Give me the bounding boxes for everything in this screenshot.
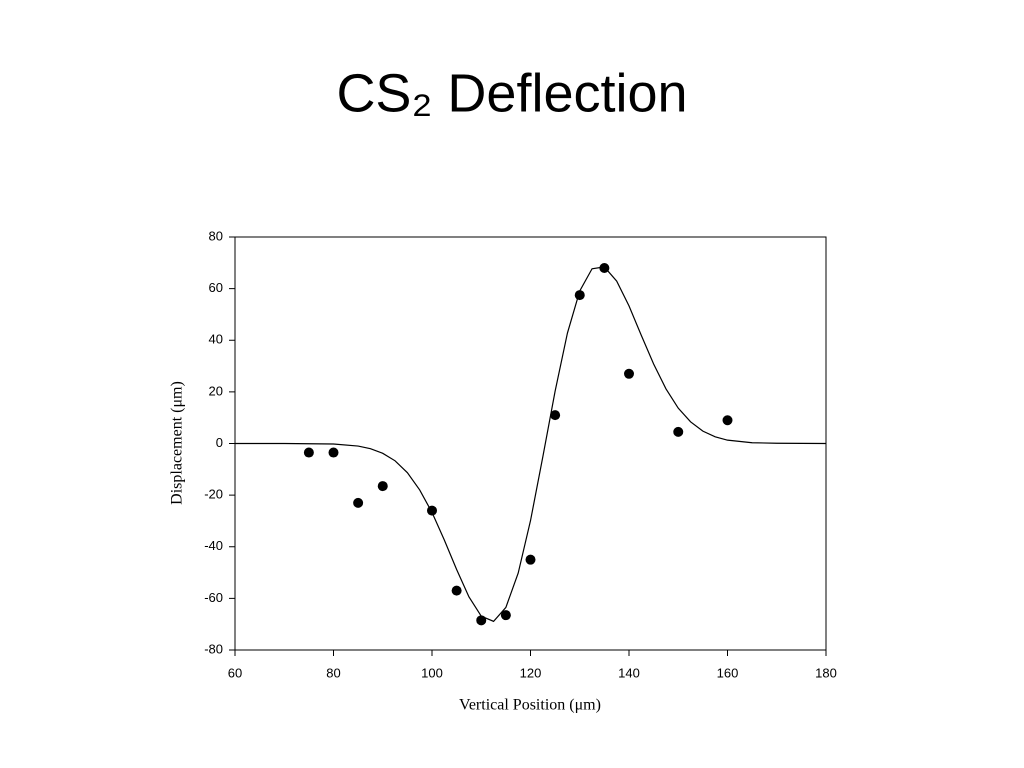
fit-curve: [235, 266, 827, 623]
data-point: [550, 410, 561, 421]
data-point: [328, 447, 339, 458]
data-point: [500, 610, 511, 621]
x-tick-label: 160: [717, 665, 739, 680]
data-point: [574, 290, 585, 301]
x-tick-label: 60: [228, 665, 242, 680]
y-tick-label: 40: [209, 332, 223, 347]
y-tick-label: -40: [204, 538, 223, 553]
data-point: [599, 262, 610, 273]
y-axis-title: Displacement (μm): [169, 381, 186, 505]
x-tick-label: 100: [421, 665, 443, 680]
data-point: [303, 447, 314, 458]
slide-title: CS₂ Deflection: [336, 63, 687, 123]
data-point: [525, 554, 536, 565]
x-tick-label: 80: [326, 665, 340, 680]
data-point: [624, 368, 634, 379]
data-point: [427, 505, 437, 516]
y-tick-label: -20: [204, 487, 223, 502]
y-tick-label: 60: [209, 280, 223, 295]
data-point: [377, 481, 388, 492]
y-tick-label: 80: [209, 228, 223, 243]
data-point: [673, 426, 684, 437]
x-tick-label: 180: [815, 665, 837, 680]
y-tick-label: -60: [204, 590, 223, 605]
y-tick-label: 0: [216, 435, 223, 450]
x-axis-title: Vertical Position (μm): [459, 697, 601, 714]
data-point: [476, 615, 487, 626]
x-tick-label: 140: [618, 665, 640, 680]
y-tick-label: -80: [204, 641, 223, 656]
data-point: [451, 585, 462, 596]
x-tick-label: 120: [520, 665, 542, 680]
y-tick-label: 20: [209, 383, 223, 398]
data-point: [353, 497, 364, 508]
data-point: [722, 415, 733, 426]
